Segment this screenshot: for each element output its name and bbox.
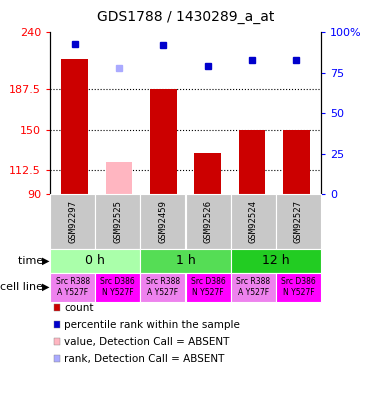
Text: ▶: ▶ — [42, 256, 49, 266]
Text: cell line: cell line — [0, 282, 46, 292]
Text: count: count — [64, 303, 94, 313]
Text: GSM92525: GSM92525 — [113, 200, 122, 243]
Text: Src D386
N Y527F: Src D386 N Y527F — [281, 277, 316, 297]
Text: percentile rank within the sample: percentile rank within the sample — [64, 320, 240, 330]
Text: GSM92459: GSM92459 — [158, 200, 167, 243]
Bar — [61, 60, 88, 194]
Bar — [150, 89, 177, 194]
Bar — [194, 153, 221, 194]
Text: value, Detection Call = ABSENT: value, Detection Call = ABSENT — [64, 337, 230, 347]
Text: GSM92526: GSM92526 — [204, 200, 213, 243]
Text: GSM92297: GSM92297 — [68, 200, 77, 243]
Text: GSM92524: GSM92524 — [249, 200, 258, 243]
Text: rank, Detection Call = ABSENT: rank, Detection Call = ABSENT — [64, 354, 224, 364]
Text: GSM92527: GSM92527 — [294, 200, 303, 243]
Text: ▶: ▶ — [42, 282, 49, 292]
Text: Src R388
A Y527F: Src R388 A Y527F — [236, 277, 270, 297]
Text: Src D386
N Y527F: Src D386 N Y527F — [101, 277, 135, 297]
Text: GDS1788 / 1430289_a_at: GDS1788 / 1430289_a_at — [97, 10, 274, 24]
Bar — [239, 130, 265, 194]
Bar — [106, 162, 132, 194]
Text: Src R388
A Y527F: Src R388 A Y527F — [56, 277, 90, 297]
Text: 12 h: 12 h — [262, 254, 290, 267]
Text: Src R388
A Y527F: Src R388 A Y527F — [146, 277, 180, 297]
Text: time: time — [18, 256, 46, 266]
Text: 1 h: 1 h — [175, 254, 196, 267]
Text: Src D386
N Y527F: Src D386 N Y527F — [191, 277, 226, 297]
Text: 0 h: 0 h — [85, 254, 105, 267]
Bar — [283, 130, 310, 194]
